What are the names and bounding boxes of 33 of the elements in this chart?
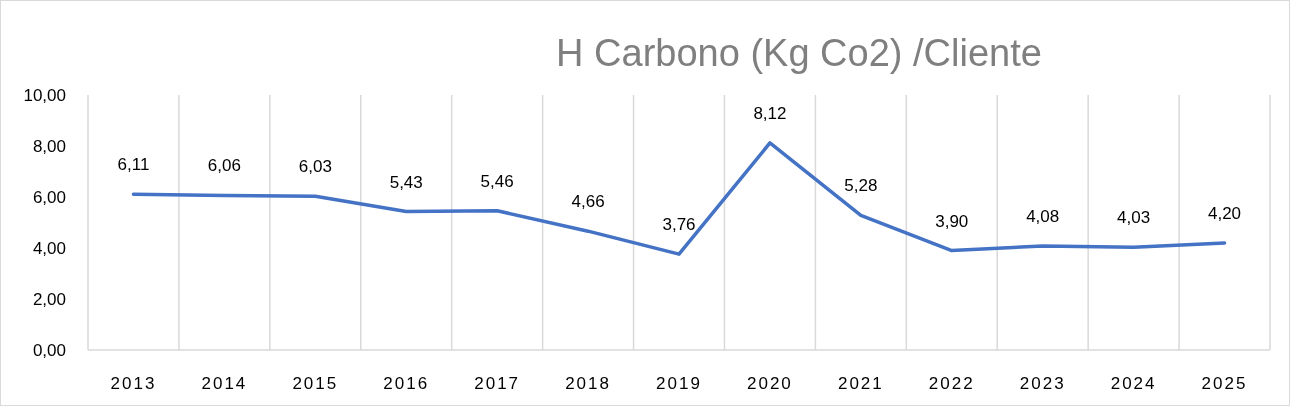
x-tick-label: 2015 <box>292 374 339 393</box>
data-label: 4,20 <box>1207 203 1242 223</box>
data-label: 4,66 <box>571 192 605 212</box>
x-tick-label: 2021 <box>837 374 884 393</box>
x-tick-label: 2022 <box>928 374 975 393</box>
data-label: 5,28 <box>844 176 878 196</box>
y-tick-label: 6,00 <box>32 187 66 207</box>
y-tick-label: 0,00 <box>32 340 66 360</box>
x-tick-label: 2019 <box>656 374 702 393</box>
y-tick-label: 4,00 <box>32 238 66 258</box>
x-tick-label: 2017 <box>474 374 521 393</box>
data-label: 5,43 <box>389 172 423 192</box>
chart-title: H Carbono (Kg Co2) /Cliente <box>556 32 1042 74</box>
data-label: 3,90 <box>935 211 969 231</box>
data-label: 8,12 <box>753 103 787 123</box>
x-tick-label: 2024 <box>1110 374 1157 393</box>
data-label: 6,06 <box>207 156 241 176</box>
x-tick-label: 2020 <box>747 374 793 393</box>
y-tick-label: 8,00 <box>32 136 66 156</box>
x-tick-label: 2025 <box>1201 374 1248 393</box>
y-tick-label: 2,00 <box>32 289 66 309</box>
data-label: 6,03 <box>298 157 332 177</box>
x-tick-label: 2018 <box>565 374 611 393</box>
data-label: 6,11 <box>117 155 150 175</box>
x-tick-label: 2014 <box>201 374 248 393</box>
data-label: 3,76 <box>662 215 696 235</box>
y-tick-label: 10,00 <box>23 85 66 105</box>
data-label: 4,03 <box>1117 208 1151 228</box>
data-label: 4,08 <box>1026 206 1060 226</box>
x-tick-label: 2023 <box>1019 374 1066 393</box>
x-tick-label: 2016 <box>383 374 430 393</box>
x-tick-label: 2013 <box>110 374 157 393</box>
data-label: 5,46 <box>480 171 514 191</box>
